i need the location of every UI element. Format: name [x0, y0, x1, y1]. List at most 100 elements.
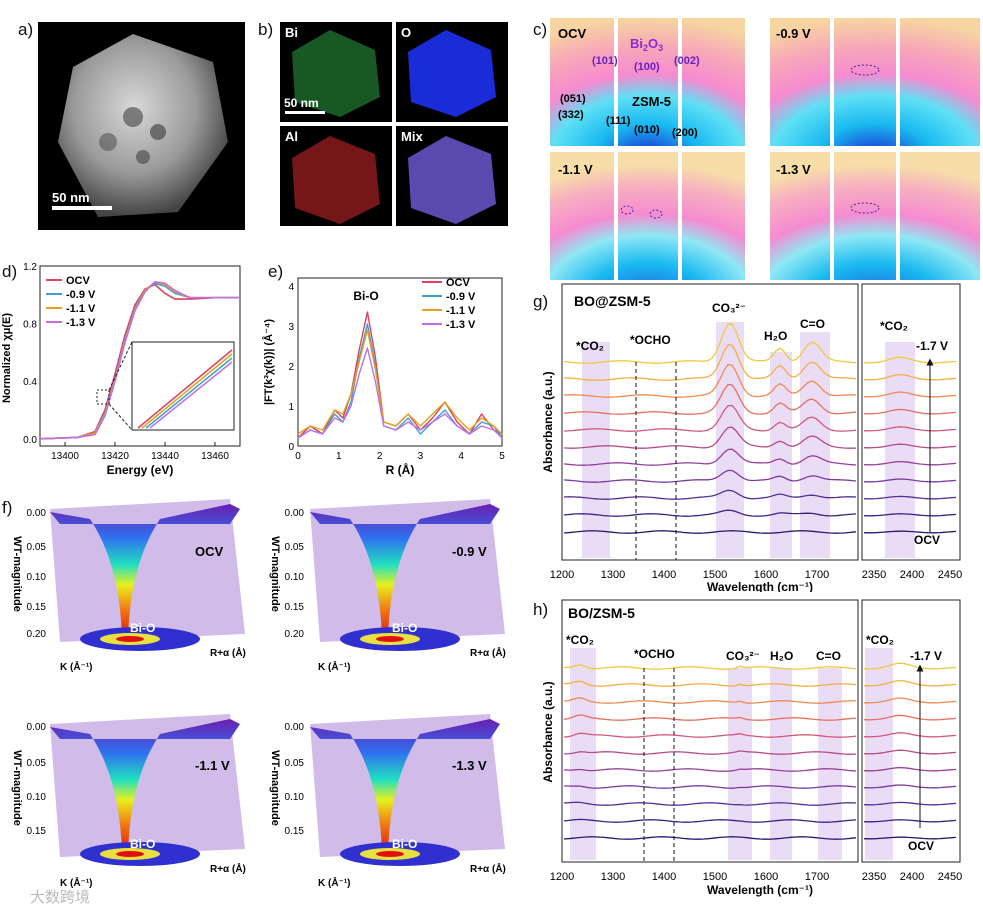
zsm5-label: ZSM-5 — [632, 94, 671, 109]
o-dots — [408, 30, 496, 117]
exafs-ytick: 1 — [288, 402, 294, 413]
exafs-xtick: 4 — [458, 451, 464, 462]
ftir-g-xlabel: Wavelength (cm⁻¹) — [707, 580, 813, 592]
wt-zlabel-4: WT-magnitude — [269, 750, 281, 826]
ftir-trace — [563, 469, 857, 483]
wt-plot-ocv — [50, 499, 245, 651]
waxs-ocv — [550, 18, 745, 146]
ftir-trace — [563, 426, 857, 449]
ftir-trace-right — [863, 478, 957, 483]
wt-panel: OCV -0.9 V -1.1 V -1.3 V Bi-O Bi-O Bi-O … — [11, 499, 506, 889]
ftir-h-band-ocho: *OCHO — [634, 647, 675, 661]
ftir-h-title: BO/ZSM-5 — [568, 605, 635, 621]
ftir-trace — [563, 404, 857, 432]
bi-dots — [292, 30, 380, 117]
waxs-m09 — [770, 18, 980, 146]
waxs-panel: OCV -0.9 V -1.1 V -1.3 V Bi2O3 (101) (10… — [550, 18, 980, 280]
ftir-trace — [563, 836, 857, 840]
xanes-xtick: 13440 — [151, 451, 179, 462]
ftir-trace-right — [863, 391, 957, 398]
wt-peak-ocv: Bi-O — [130, 621, 155, 635]
exafs-ytick: 0 — [288, 442, 294, 453]
ftir-trace-right — [863, 426, 957, 432]
xanes-legend-label: -1.3 V — [66, 317, 96, 329]
ftir-trace — [563, 363, 857, 398]
ftir-trace-right — [863, 801, 957, 806]
zsm-plane-332: (332) — [558, 109, 584, 121]
xanes-legend-label: OCV — [66, 275, 91, 287]
zsm-plane-111: (111) — [606, 115, 631, 127]
exafs-ytick: 2 — [288, 362, 294, 373]
ftir-trace — [563, 489, 857, 500]
wt-ztick: 0.05 — [285, 758, 305, 769]
ftir-trace-right — [863, 513, 957, 517]
panel-d-label: d) — [2, 262, 18, 281]
ftir-bo-zsm5: BO/ZSM-5 *CO₂ *OCHO CO₃²⁻ H₂O C=O *CO₂ -… — [541, 599, 962, 897]
xanes-legend-label: -1.1 V — [66, 303, 96, 315]
ftir-h-xtick-r: 2400 — [900, 871, 924, 883]
eds-label-o: O — [401, 25, 412, 40]
wt-cond-m13: -1.3 V — [452, 758, 487, 773]
ftir-g-xtick: 1600 — [754, 569, 778, 581]
tem-scale-label: 50 nm — [52, 190, 90, 205]
al-dots — [292, 136, 380, 224]
wt-plot-m09 — [310, 499, 505, 651]
ftir-trace-right — [863, 766, 957, 772]
ftir-trace-right — [863, 408, 957, 415]
ftir-trace — [563, 323, 857, 364]
panel-h-label: h) — [533, 600, 549, 619]
wt-ztick: 0.00 — [27, 508, 47, 519]
exafs-line--1.1 V — [297, 329, 503, 435]
ftir-trace-right — [863, 836, 957, 840]
bi2o3-label: Bi2O3 — [630, 36, 663, 53]
xanes-chart: 13400 13420 13440 13460 0.0 0.4 0.8 1.2 OCV -0.9… — [1, 262, 241, 477]
ftir-g-bottom: OCV — [914, 533, 940, 547]
ftir-trace-right — [863, 495, 957, 500]
ftir-h-xtick: 1600 — [754, 871, 778, 883]
wt-zlabel-3: WT-magnitude — [11, 750, 23, 826]
exafs-peak-label: Bi-O — [353, 289, 378, 303]
wt-ztick: 0.00 — [285, 722, 305, 733]
wt-plot-m11 — [50, 714, 245, 866]
eds-map-al: Al — [280, 126, 392, 226]
ftir-g-xtick-r: 2450 — [938, 569, 962, 581]
eds-label-al: Al — [285, 129, 298, 144]
ftir-g-band-co2-r: *CO₂ — [880, 319, 908, 333]
xanes-frame — [39, 265, 241, 447]
wt-peak-m11: Bi-O — [130, 837, 155, 851]
ftir-trace-right — [863, 819, 957, 823]
exafs-legend-label: -0.9 V — [446, 291, 476, 303]
exafs-ytick: 3 — [288, 322, 294, 333]
ftir-g-xtick-r: 2400 — [900, 569, 924, 581]
wt-ztick: 0.00 — [285, 508, 305, 519]
wt-ztick: 0.20 — [285, 629, 305, 640]
ftir-trace — [563, 697, 857, 704]
panel-c-label: c) — [533, 20, 548, 39]
ftir-h-xtick: 1500 — [703, 871, 727, 883]
wt-rlabel-3: R+α (Å) — [210, 862, 246, 875]
ftir-trace-right — [863, 460, 957, 466]
ftir-h-xlabel: Wavelength (cm⁻¹) — [707, 883, 813, 897]
panel-f-label: f) — [2, 498, 13, 517]
wt-cond-ocv: OCV — [195, 544, 224, 559]
xanes-ylabel: Normalized χμ(E) — [1, 313, 13, 403]
bi-plane-002: (002) — [674, 55, 700, 67]
eds-scale-label: 50 nm — [284, 96, 319, 110]
zsm-plane-010: (010) — [634, 124, 660, 136]
ftir-trace-right — [863, 697, 957, 704]
ftir-trace-right — [863, 749, 957, 755]
xanes-zoom-box — [96, 389, 110, 405]
ftir-trace — [563, 714, 857, 721]
wt-klabel-3: K (Å⁻¹) — [60, 876, 93, 889]
ftir-trace-right — [863, 662, 957, 670]
waxs-cond-m09: -0.9 V — [776, 26, 811, 41]
wt-cond-m11: -1.1 V — [195, 758, 230, 773]
ftir-trace — [563, 680, 857, 687]
wt-ztick: 0.10 — [285, 572, 305, 583]
ftir-trace — [563, 530, 857, 534]
xanes-line--1.3 V — [39, 280, 240, 440]
panel-e-label: e) — [268, 262, 284, 281]
ftir-g-xtick: 1200 — [550, 569, 574, 581]
wt-zlabel-2: WT-magnitude — [269, 536, 281, 612]
ftir-g-band-co3: CO₃²⁻ — [712, 301, 746, 315]
